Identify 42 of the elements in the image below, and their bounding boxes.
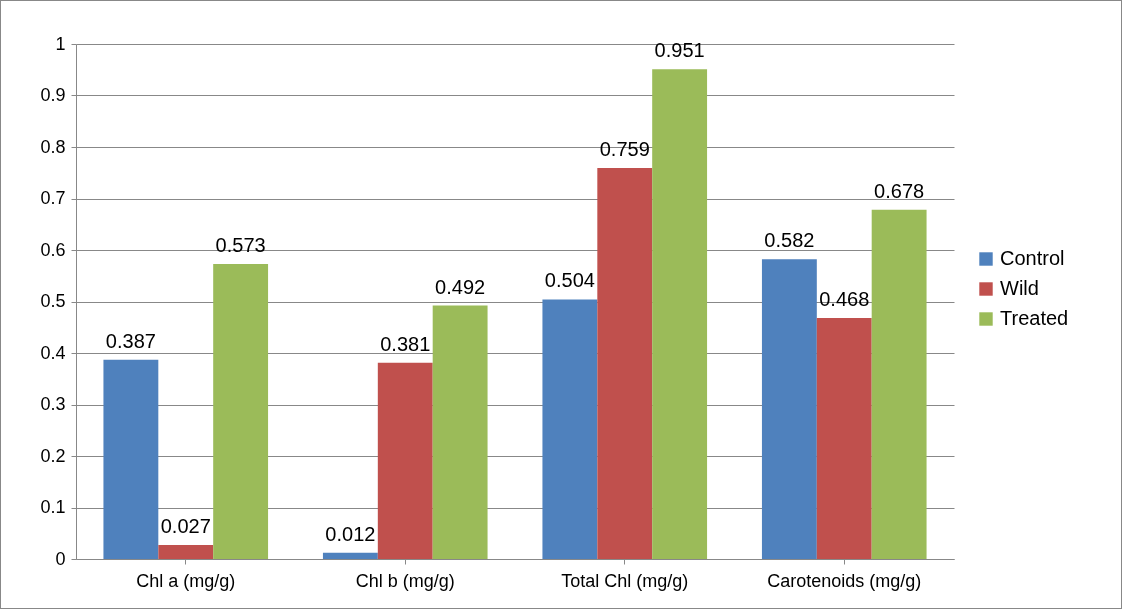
- data-label: 0.504: [544, 269, 595, 292]
- data-label: 0.387: [105, 329, 156, 352]
- data-label: 0.468: [819, 287, 870, 310]
- bar: [871, 209, 927, 559]
- y-tick-label: 0.9: [40, 85, 66, 105]
- data-label: 0.012: [325, 522, 376, 545]
- legend-label: Treated: [1000, 307, 1069, 329]
- bar: [652, 69, 708, 559]
- bar: [542, 299, 598, 559]
- y-tick-label: 0.5: [40, 291, 66, 311]
- legend-label: Wild: [1000, 277, 1039, 299]
- y-tick-label: 0.2: [40, 445, 66, 466]
- data-label: 0.951: [654, 39, 705, 62]
- bar: [322, 552, 378, 559]
- y-tick-label: 0.8: [40, 136, 66, 157]
- bar: [158, 545, 214, 559]
- y-tick-label: 0.1: [40, 497, 66, 517]
- y-tick-label: 0.3: [40, 394, 66, 414]
- data-label: 0.582: [764, 229, 815, 252]
- y-tick-label: 0.6: [40, 239, 66, 260]
- data-label: 0.573: [215, 233, 266, 256]
- bar: [377, 362, 433, 559]
- y-tick-label: 1: [55, 33, 66, 54]
- data-label: 0.492: [435, 275, 486, 298]
- y-tick-label: 0: [55, 548, 66, 569]
- data-label: 0.759: [599, 138, 650, 161]
- bar: [816, 317, 872, 559]
- legend-label: Control: [1000, 247, 1065, 269]
- data-label: 0.027: [160, 515, 211, 538]
- y-tick-label: 0.7: [40, 188, 66, 208]
- bar: [761, 259, 817, 559]
- x-tick-label: Chl a (mg/g): [136, 570, 236, 591]
- x-tick-label: Carotenoids (mg/g): [767, 570, 922, 591]
- x-tick-label: Chl b (mg/g): [355, 570, 455, 591]
- y-tick-label: 0.4: [40, 342, 66, 363]
- x-tick-label: Total Chl (mg/g): [561, 570, 689, 591]
- data-label: 0.678: [874, 179, 925, 202]
- data-label: 0.381: [380, 332, 431, 355]
- bar: [432, 305, 488, 559]
- bar: [103, 359, 159, 559]
- bar: [213, 263, 269, 559]
- bar: [597, 168, 653, 559]
